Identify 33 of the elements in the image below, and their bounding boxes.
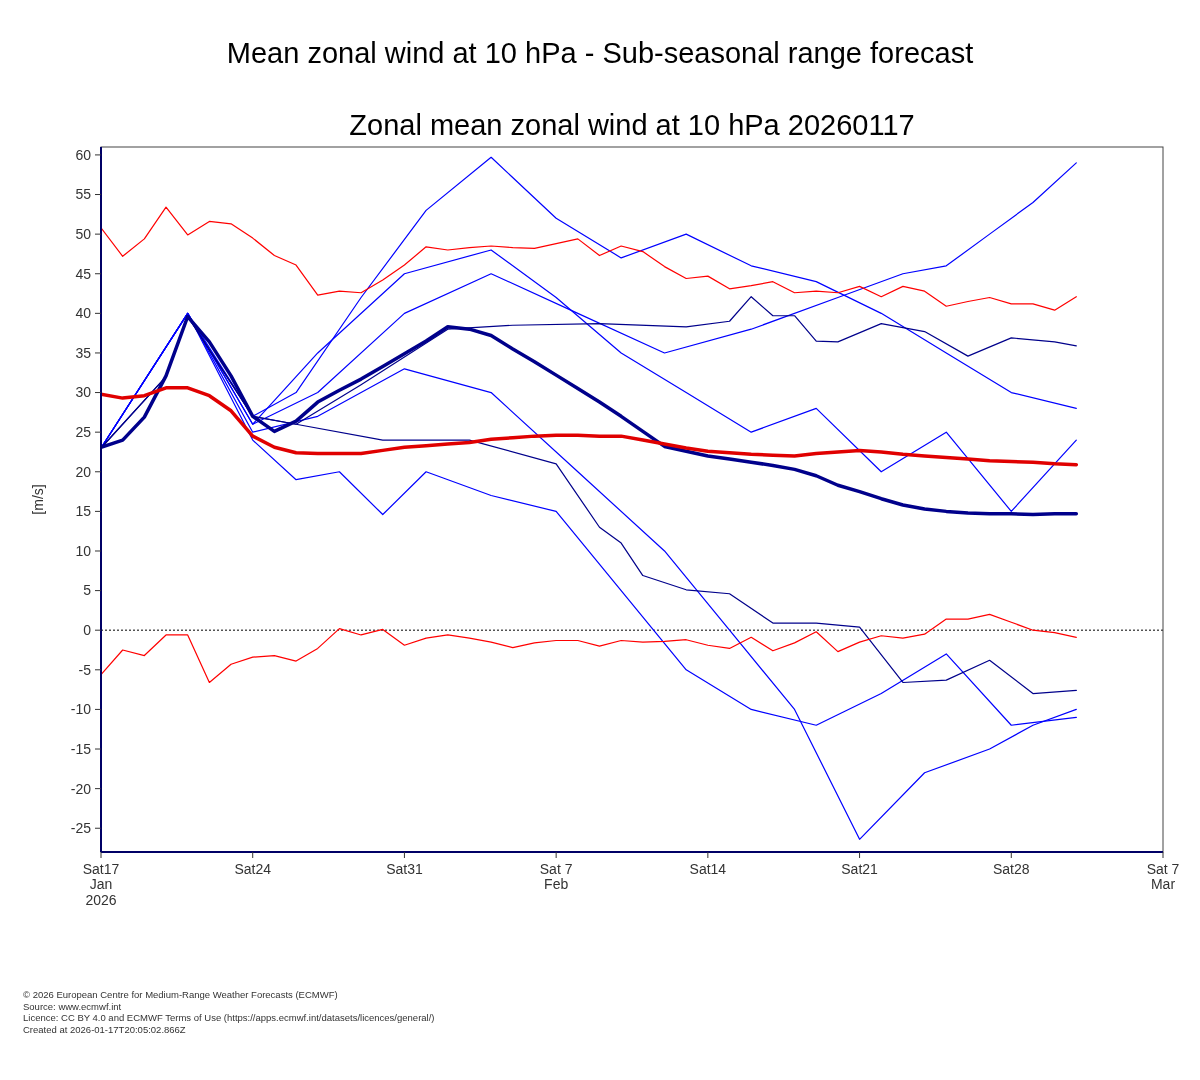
y-tick-label: 25 [75,424,92,441]
text: © 2026 European Centre for Medium-Range Weather Forecasts (ECMWF) [23,989,338,1000]
y-tick-label: -5 [78,661,92,678]
text: Created at 2026-01-17T20:05:02.866Z [23,1023,186,1035]
y-tick-label: 45 [75,265,92,282]
y-tick-label: 10 [75,542,92,559]
y-tick-label: 0 [83,622,92,639]
y-tick-label: -15 [70,740,92,757]
y-tick-label: 20 [75,463,92,480]
y-tick-label: 5 [83,582,92,599]
y-tick-label: 55 [75,186,92,203]
y-tick-label: 30 [75,384,92,401]
y-tick-label: -10 [70,701,92,718]
text: Licence: CC BY 4.0 and ECMWF Terms of Use (https://apps.ecmwf.int/datasets/licences/general/) [23,1012,435,1023]
y-axis-title: [m/s] [30,484,46,515]
y-tick-label: 15 [75,503,92,520]
x-tick-label: Sat 7 Mar [1146,861,1180,893]
x-tick-label: Sat28 [992,861,1030,877]
x-tick-label: Sat14 [689,861,727,877]
y-tick-label: 60 [75,146,92,163]
y-tick-label: 40 [75,305,92,322]
x-tick-label: Sat17 Jan 2026 [82,861,120,908]
source-note: Source: www.ecmwf.int [23,1000,122,1012]
y-tick-label: -25 [70,820,92,837]
y-tick-label: 35 [75,344,92,361]
chart-subtitle: Zonal mean zonal wind at 10 hPa 20260117 [349,109,915,141]
y-tick-label: -20 [70,780,92,797]
chart-title: Mean zonal wind at 10 hPa - Sub-seasonal range forecast [226,37,974,69]
y-tick-label: 50 [75,226,92,243]
x-tick-label: Sat21 [841,861,879,877]
x-tick-label: Sat24 [234,861,272,877]
x-tick-label: Sat31 [386,861,423,877]
x-tick-label: Sat 7 Feb [539,861,573,893]
